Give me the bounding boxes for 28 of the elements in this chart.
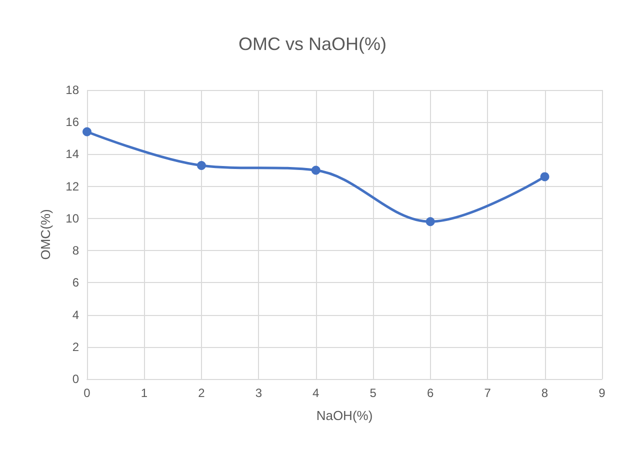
y-axis-title: OMC(%) — [38, 209, 53, 260]
x-tick-label: 5 — [370, 386, 377, 400]
y-tick-label: 10 — [66, 211, 80, 226]
x-tick-label: 3 — [255, 386, 262, 400]
x-tick-label: 2 — [198, 386, 206, 400]
y-tick-label: 6 — [72, 276, 80, 290]
x-tick-label: 0 — [84, 386, 91, 400]
y-tick-label: 16 — [66, 115, 80, 130]
x-tick-label: 9 — [598, 386, 606, 400]
y-tick-label: 14 — [66, 147, 80, 162]
point — [311, 166, 320, 175]
y-tick-label: 8 — [72, 244, 80, 258]
x-tick-label: 1 — [140, 386, 148, 400]
point — [82, 127, 92, 136]
y-tick-label: 18 — [66, 83, 80, 97]
x-tick-label: 4 — [312, 386, 320, 400]
x-tick-label: 6 — [426, 386, 434, 400]
y-tick-label: 4 — [72, 308, 80, 322]
x-tick-label: 8 — [541, 386, 548, 400]
x-tick-label: 7 — [484, 386, 492, 400]
point — [196, 160, 206, 170]
x-axis-title: NaOH(%) — [316, 408, 373, 423]
y-tick-label: 12 — [66, 179, 80, 194]
point — [540, 172, 550, 182]
y-tick-label: 0 — [72, 372, 80, 386]
y-tick-label: 2 — [72, 340, 80, 354]
chart-title: OMC vs NaOH(%) — [238, 34, 386, 54]
point — [426, 217, 435, 226]
